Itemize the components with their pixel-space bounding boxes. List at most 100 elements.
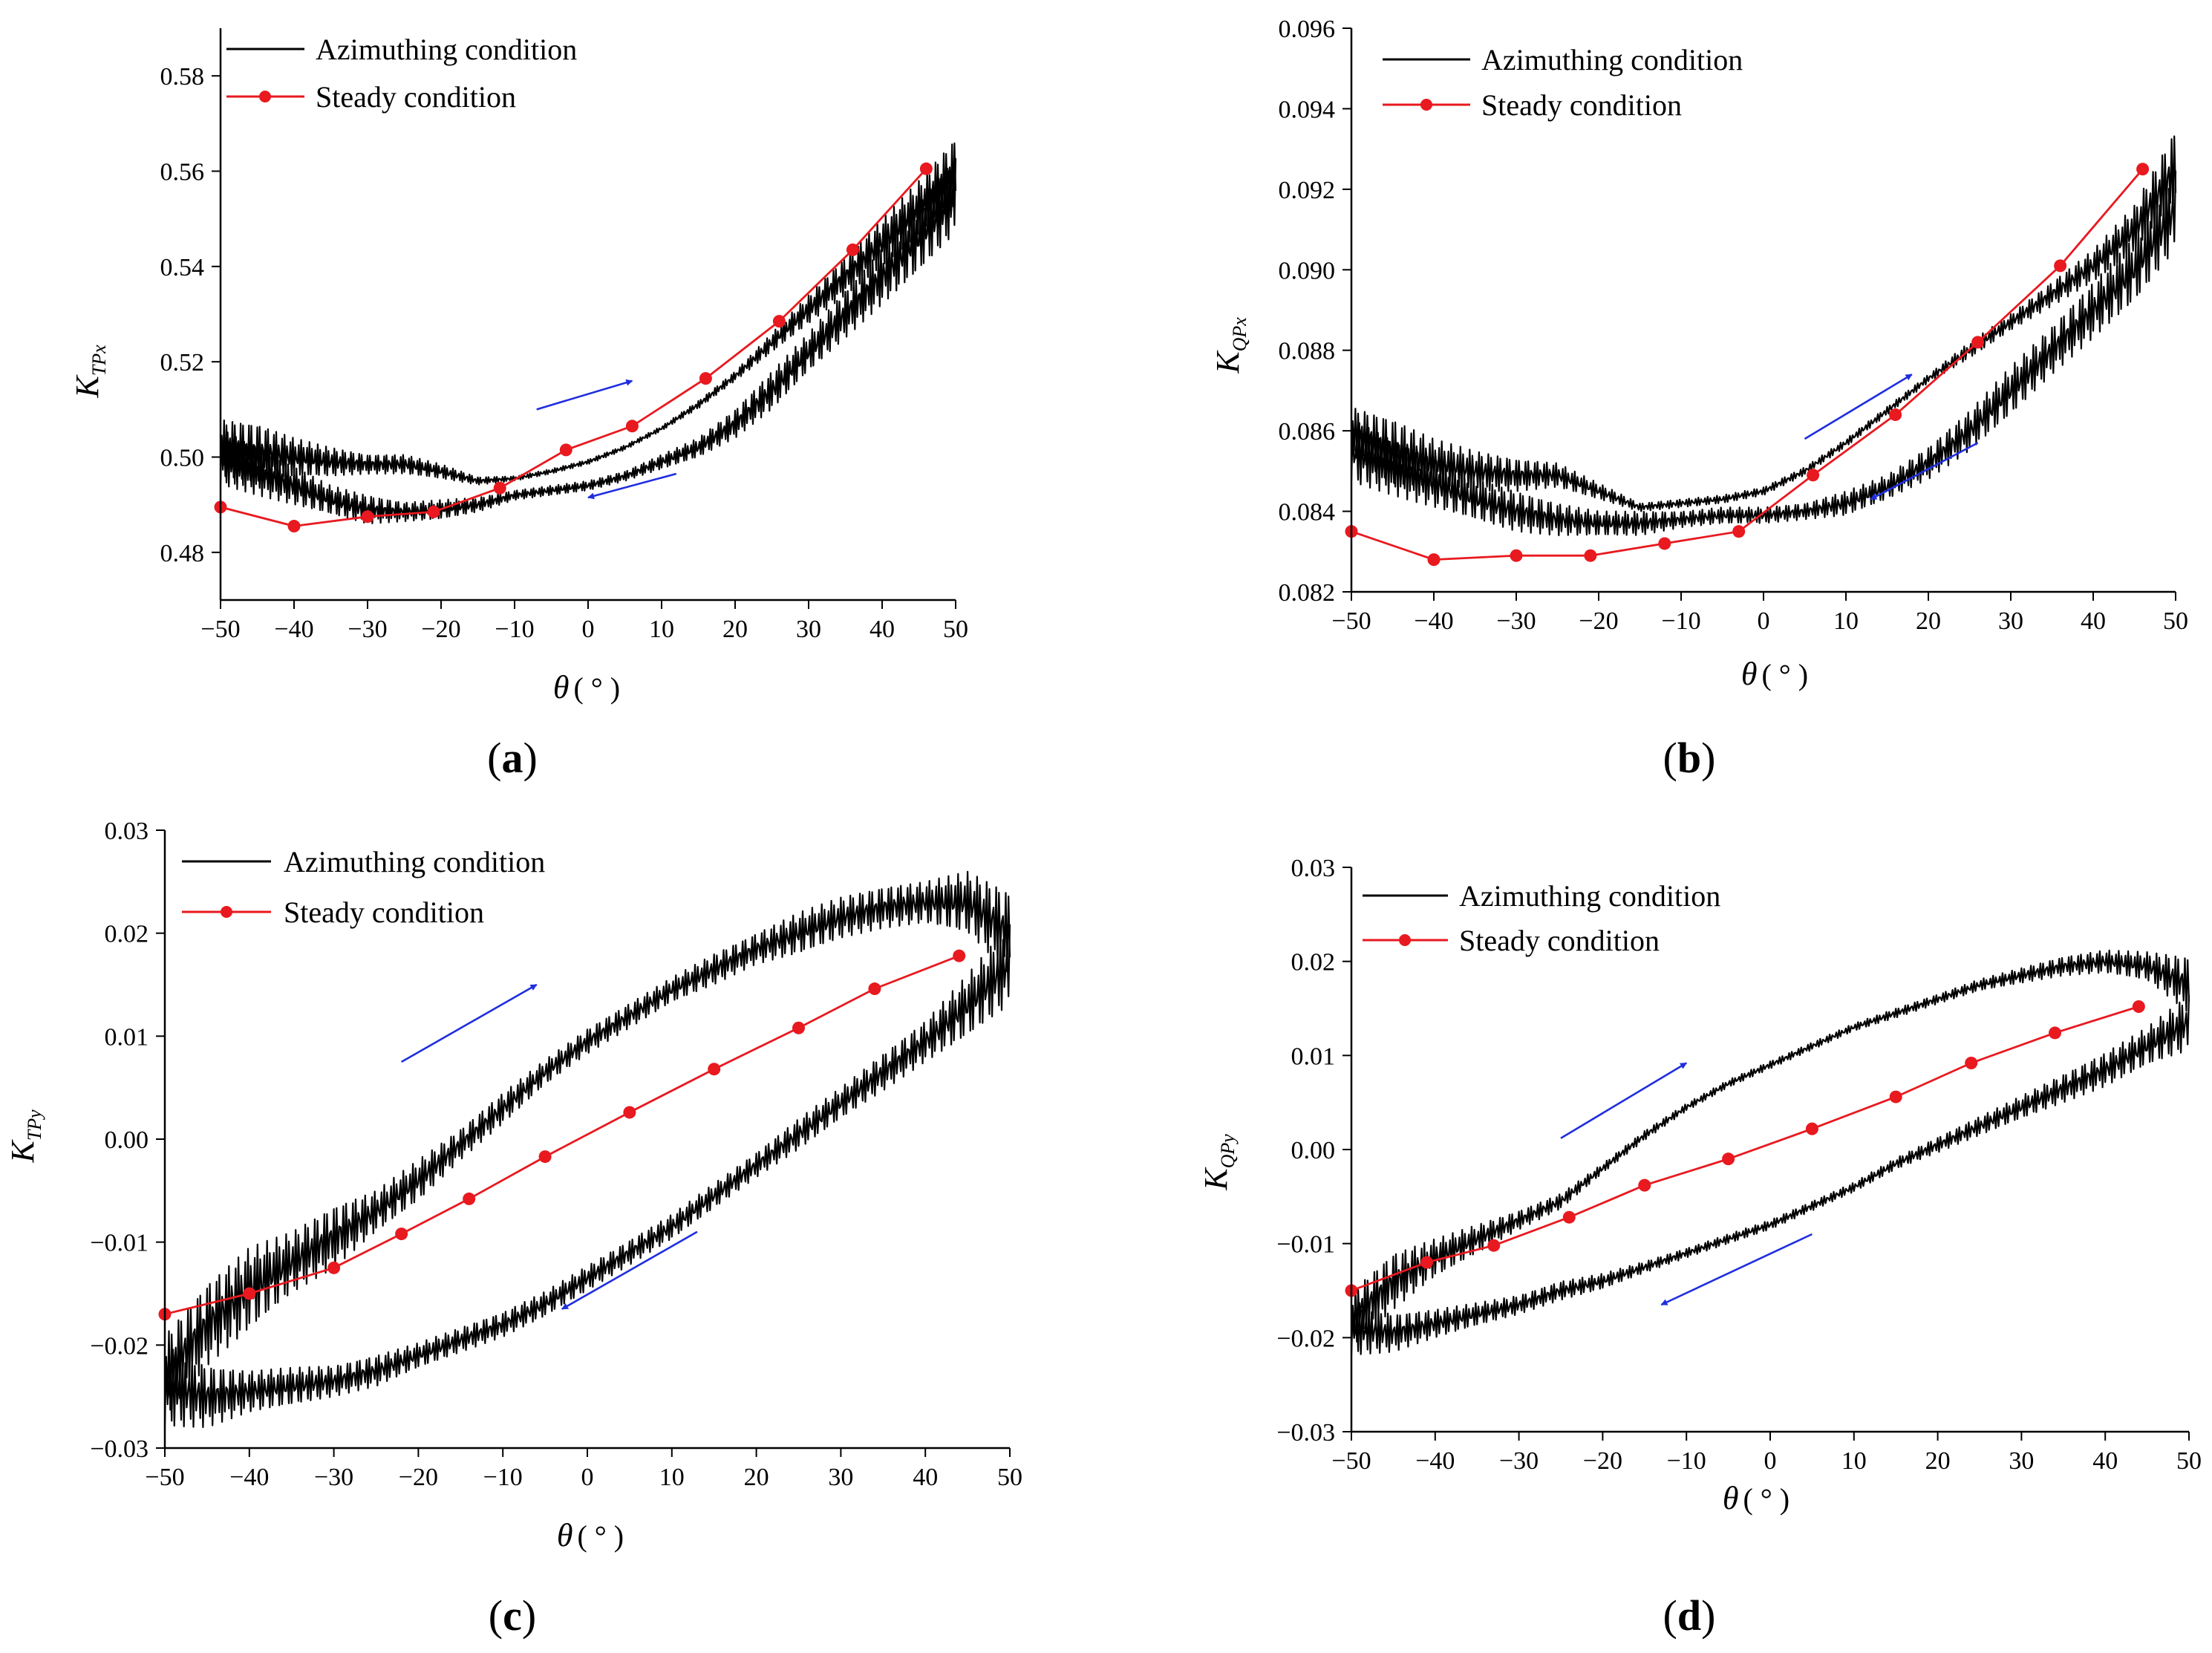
x-tick-label: 50: [2163, 607, 2188, 635]
arrow-increasing: [1804, 374, 1913, 440]
y-tick-label: 0.00: [1291, 1137, 1336, 1164]
svg-text:KQPy: KQPy: [1198, 1134, 1239, 1191]
x-tick-label: 30: [796, 616, 821, 643]
y-axis-title: KTPy: [4, 1109, 45, 1164]
x-axis-symbol: θ: [1741, 656, 1758, 692]
x-axis-unit: ( ° ): [1743, 1482, 1789, 1516]
x-tick-label: 10: [659, 1464, 685, 1491]
y-tick-label: 0.00: [105, 1127, 149, 1154]
legend-steady-label: Steady condition: [284, 896, 484, 929]
y-tick-label: 0.090: [1279, 257, 1336, 284]
arrow-increasing: [1560, 1062, 1687, 1139]
arrow-increasing: [536, 379, 633, 411]
steady-point: [1510, 549, 1523, 562]
panel-label-letter: a: [502, 734, 523, 782]
azimuthing-return-line: [1350, 170, 2177, 536]
panel-label-open: (: [1663, 1591, 1677, 1640]
steady-point: [868, 982, 881, 996]
x-tick-label: 20: [1916, 607, 1941, 635]
x-tick-label: −50: [1331, 607, 1371, 635]
x-tick-label: 50: [997, 1464, 1022, 1491]
x-axis-symbol: θ: [557, 1517, 573, 1553]
legend-steady-marker: [221, 906, 232, 918]
y-axis-subscript: QPx: [1229, 317, 1250, 352]
x-tick-label: −10: [495, 616, 534, 643]
x-tick-label: 20: [744, 1464, 769, 1491]
legend-steady-label: Steady condition: [1481, 88, 1682, 122]
x-tick-label: 10: [1841, 1447, 1867, 1475]
x-tick-label: −20: [1579, 607, 1618, 635]
x-tick-label: 10: [1833, 607, 1859, 635]
y-axis-subscript: TPy: [24, 1109, 45, 1141]
steady-point: [1889, 1090, 1902, 1103]
panel-label-close: ): [523, 734, 538, 782]
steady-point: [1971, 336, 1985, 349]
legend: Azimuthing condition Steady condition: [226, 33, 577, 114]
y-tick-label: −0.02: [90, 1332, 149, 1360]
x-tick-label: −40: [1414, 607, 1453, 635]
x-tick-label: 50: [943, 616, 968, 643]
steady-point: [243, 1287, 256, 1300]
legend: Azimuthing condition Steady condition: [182, 845, 545, 929]
steady-point: [559, 443, 572, 457]
y-tick-label: 0.096: [1279, 16, 1336, 43]
x-tick-label: −30: [314, 1464, 353, 1491]
steady-point: [1427, 553, 1441, 567]
x-tick-label: 40: [913, 1464, 938, 1491]
x-tick-label: 40: [2092, 1447, 2118, 1475]
x-tick-label: −30: [1496, 607, 1536, 635]
y-axis-title: KQPx: [1210, 317, 1250, 374]
arrow-decreasing: [587, 472, 677, 500]
steady-point: [1562, 1210, 1576, 1224]
y-tick-label: 0.082: [1279, 579, 1336, 607]
svg-text:KQPx: KQPx: [1210, 317, 1250, 374]
x-tick-label: 30: [2009, 1447, 2034, 1475]
azimuthing-return-line: [163, 924, 1011, 1429]
svg-text:θ( ° ): θ( ° ): [557, 1517, 624, 1553]
azimuthing-forward-line: [1350, 949, 2190, 1343]
y-tick-label: 0.52: [160, 349, 205, 376]
steady-point: [772, 315, 786, 328]
steady-point: [327, 1261, 341, 1274]
x-tick-label: 30: [828, 1464, 853, 1491]
y-tick-label: 0.03: [105, 818, 149, 845]
svg-text:(a): (a): [487, 734, 538, 782]
x-tick-label: −30: [1499, 1447, 1539, 1475]
x-axis-symbol: θ: [1723, 1480, 1739, 1516]
steady-point: [2054, 259, 2067, 273]
legend-steady-label: Steady condition: [316, 80, 516, 114]
steady-point: [623, 1106, 636, 1119]
x-tick-label: −50: [1331, 1447, 1371, 1475]
y-axis-subscript: TPx: [88, 345, 110, 376]
panel-label-close: ): [522, 1591, 536, 1640]
y-axis-title: KQPy: [1198, 1134, 1239, 1191]
steady-point: [538, 1150, 552, 1164]
x-tick-label: −50: [145, 1464, 184, 1491]
arrow-decreasing: [1660, 1233, 1813, 1306]
legend-steady-marker: [1420, 99, 1432, 111]
y-tick-label: 0.48: [160, 540, 205, 567]
panel-label-letter: d: [1677, 1591, 1701, 1640]
arrow-increasing: [400, 983, 538, 1063]
legend-azimuthing-label: Azimuthing condition: [1459, 879, 1720, 913]
panel-label-close: ): [1701, 734, 1715, 782]
x-tick-label: −10: [483, 1464, 523, 1491]
y-tick-label: 0.086: [1279, 418, 1336, 446]
legend-steady-marker: [259, 91, 271, 102]
y-axis-subscript: QPy: [1217, 1134, 1239, 1169]
y-tick-label: 0.50: [160, 445, 205, 472]
steady-point: [2136, 163, 2150, 176]
panel-label-letter: c: [503, 1591, 522, 1640]
svg-text:(d): (d): [1663, 1591, 1716, 1640]
azimuthing-return-line: [1350, 995, 2190, 1355]
steady-point: [953, 949, 966, 962]
x-axis-symbol: θ: [553, 669, 570, 705]
x-tick-label: −40: [1415, 1447, 1455, 1475]
svg-text:θ( ° ): θ( ° ): [1741, 656, 1808, 692]
x-tick-label: −10: [1667, 1447, 1706, 1475]
x-tick-label: 0: [581, 1464, 594, 1491]
y-tick-label: 0.01: [105, 1023, 149, 1051]
steady-point: [1420, 1256, 1434, 1269]
y-axis-title: KTPx: [69, 345, 110, 399]
